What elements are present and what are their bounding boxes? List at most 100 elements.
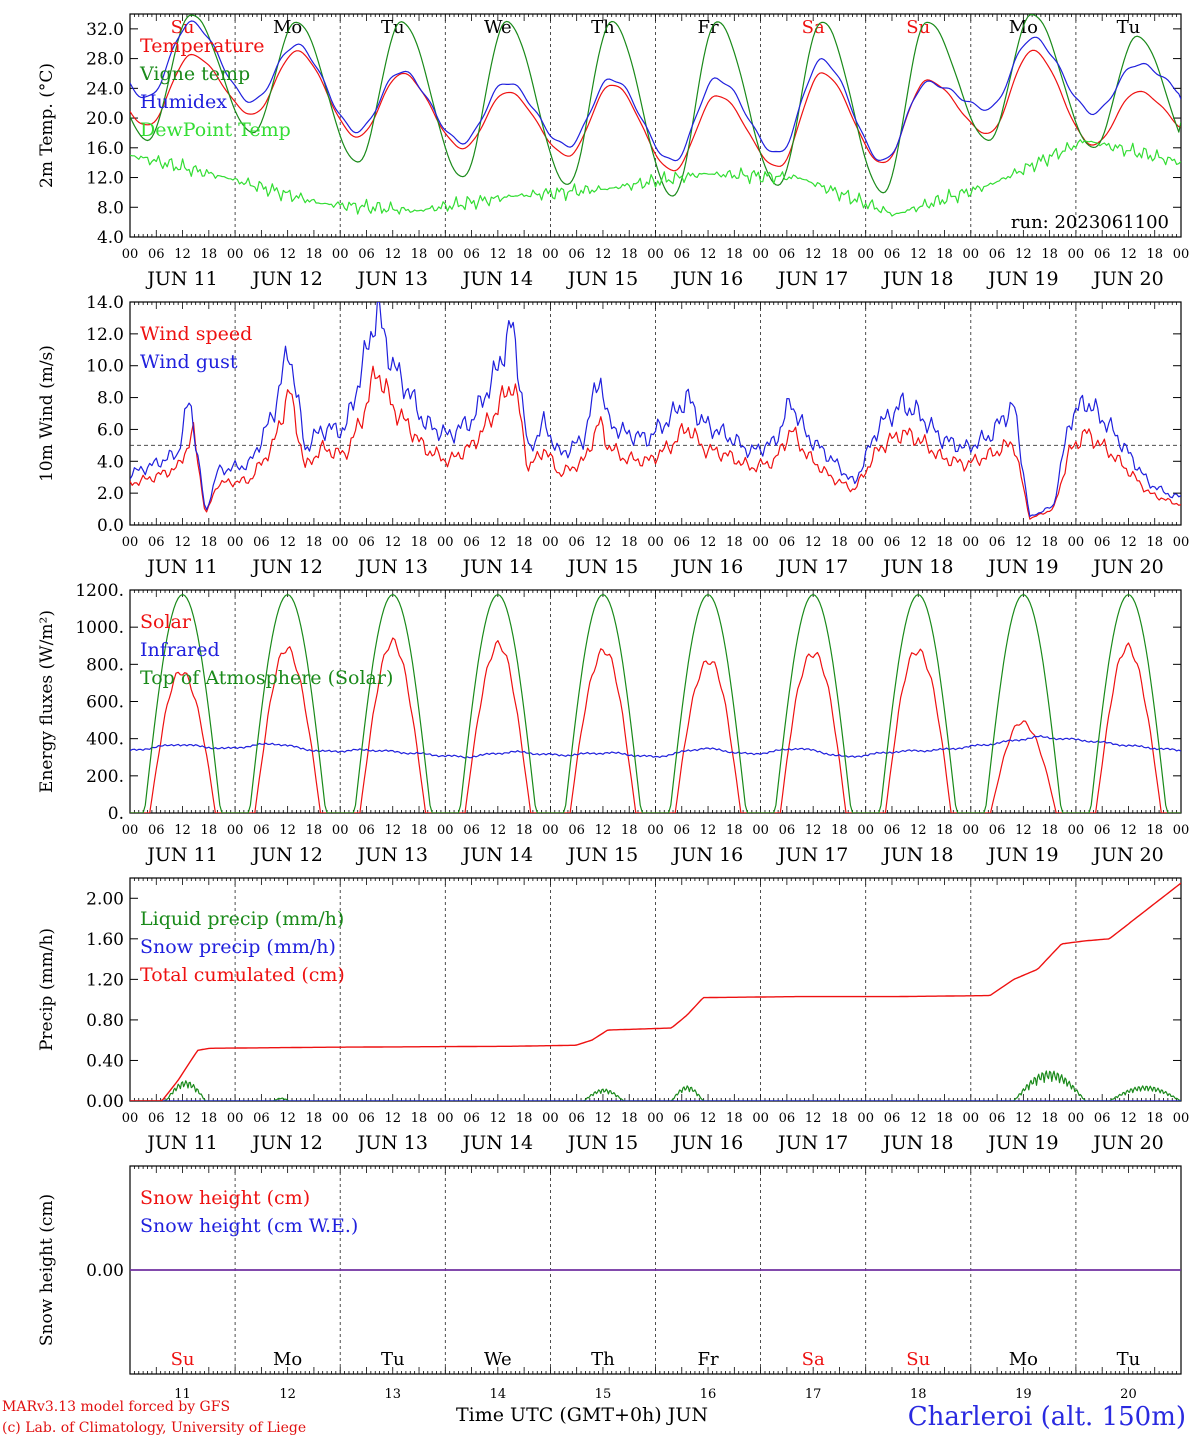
- weekday-label: Tu: [1117, 1349, 1141, 1370]
- day-number-label: 14: [490, 1387, 507, 1402]
- x-hour-label: 18: [621, 1111, 638, 1126]
- weekday-label: Th: [591, 1349, 615, 1370]
- x-hour-label: 00: [332, 823, 349, 838]
- x-hour-label: 00: [227, 247, 244, 262]
- weekday-label: Th: [591, 17, 615, 38]
- x-hour-label: 00: [1068, 823, 1085, 838]
- x-hour-label: 06: [884, 1111, 901, 1126]
- x-hour-label: 18: [201, 535, 218, 550]
- series-group: [130, 302, 1181, 520]
- x-day-label: JUN 12: [250, 268, 322, 290]
- x-day-label: JUN 16: [671, 556, 743, 578]
- x-hour-label: 12: [910, 247, 927, 262]
- x-hour-label: 06: [1094, 535, 1111, 550]
- series-line-red: [130, 49, 1181, 172]
- x-hour-label: 00: [752, 823, 769, 838]
- day-number-label: 16: [700, 1387, 717, 1402]
- y-tick-label: 1200.: [75, 581, 124, 601]
- x-hour-label: 06: [463, 1111, 480, 1126]
- x-hour-label: 06: [884, 247, 901, 262]
- x-day-label: JUN 14: [461, 268, 533, 290]
- weekday-label: Fr: [698, 17, 719, 38]
- x-hour-label: 12: [700, 535, 717, 550]
- x-hour-label: 06: [463, 823, 480, 838]
- x-hour-label: 06: [1094, 1111, 1111, 1126]
- x-hour-label: 00: [332, 247, 349, 262]
- x-hour-label: 18: [411, 823, 428, 838]
- x-hour-label: 00: [437, 1111, 454, 1126]
- x-hour-label: 06: [989, 535, 1006, 550]
- x-day-label: JUN 17: [776, 556, 848, 578]
- y-tick-label: 0.: [108, 804, 124, 824]
- series-line-green: [130, 14, 1181, 197]
- weekday-label: Su: [171, 1349, 195, 1370]
- y-tick-label: 200.: [86, 767, 124, 787]
- x-hour-label: 00: [752, 247, 769, 262]
- x-hour-label: 18: [621, 823, 638, 838]
- legend-label: Temperature: [140, 35, 264, 57]
- legend-label: Liquid precip (mm/h): [140, 908, 344, 930]
- legend-label: Total cumulated (cm): [140, 964, 345, 986]
- x-hour-label: 18: [726, 535, 743, 550]
- y-tick-label: 600.: [86, 693, 124, 713]
- legend-label: DewPoint Temp: [140, 119, 291, 141]
- x-hour-label: 00: [122, 247, 139, 262]
- x-hour-label: 18: [411, 535, 428, 550]
- x-hour-label: 00: [437, 823, 454, 838]
- x-hour-label: 00: [332, 1111, 349, 1126]
- y-axis-label: Energy fluxes (W/m²): [37, 610, 57, 793]
- series-line-red: [130, 365, 1181, 520]
- y-tick-label: 0.0: [97, 516, 124, 536]
- day-number-label: 12: [279, 1387, 296, 1402]
- y-tick-label: 24.0: [86, 79, 124, 99]
- x-hour-label: 18: [201, 247, 218, 262]
- y-tick-label: 8.0: [97, 198, 124, 218]
- x-hour-label: 00: [227, 823, 244, 838]
- x-hour-label: 18: [516, 823, 533, 838]
- series-line-green: [130, 593, 1181, 813]
- x-hour-label: 06: [253, 823, 270, 838]
- legend-label: Wind speed: [140, 323, 252, 345]
- x-hour-label: 18: [936, 1111, 953, 1126]
- x-hour-label: 06: [884, 535, 901, 550]
- x-hour-label: 12: [595, 247, 612, 262]
- x-hour-label: 00: [963, 535, 980, 550]
- x-hour-label: 00: [1068, 535, 1085, 550]
- legend-label: Snow precip (mm/h): [140, 936, 336, 958]
- y-tick-label: 4.0: [97, 228, 124, 248]
- legend-label: Snow height (cm W.E.): [140, 1215, 358, 1237]
- weekday-label: Sa: [802, 1349, 825, 1370]
- x-hour-label: 00: [647, 247, 664, 262]
- x-hour-label: 00: [1173, 247, 1190, 262]
- x-hour-label: 06: [1094, 823, 1111, 838]
- x-hour-label: 00: [647, 535, 664, 550]
- x-day-label: JUN 20: [1091, 844, 1163, 866]
- series-line-red: [130, 637, 1181, 813]
- x-day-label: JUN 18: [881, 844, 953, 866]
- x-day-label: JUN 16: [671, 1132, 743, 1154]
- x-hour-label: 18: [411, 1111, 428, 1126]
- y-tick-label: 1.60: [86, 930, 124, 950]
- x-hour-label: 06: [674, 247, 691, 262]
- x-day-label: JUN 13: [356, 1132, 428, 1154]
- y-tick-label: 0.00: [86, 1261, 124, 1281]
- x-day-label: JUN 20: [1091, 556, 1163, 578]
- x-hour-label: 12: [279, 1111, 296, 1126]
- x-day-label: JUN 13: [356, 556, 428, 578]
- x-hour-label: 18: [1146, 1111, 1163, 1126]
- x-day-label: JUN 12: [250, 556, 322, 578]
- x-day-label: JUN 15: [566, 844, 638, 866]
- weekday-label: We: [484, 17, 512, 38]
- x-day-label: JUN 20: [1091, 268, 1163, 290]
- x-day-label: JUN 19: [986, 844, 1058, 866]
- x-day-label: JUN 20: [1091, 1132, 1163, 1154]
- x-day-label: JUN 11: [145, 268, 217, 290]
- x-hour-label: 18: [516, 1111, 533, 1126]
- x-hour-label: 06: [253, 247, 270, 262]
- x-hour-label: 00: [122, 535, 139, 550]
- x-hour-label: 12: [700, 247, 717, 262]
- x-day-label: JUN 19: [986, 268, 1058, 290]
- x-day-label: JUN 19: [986, 556, 1058, 578]
- x-hour-label: 18: [1041, 247, 1058, 262]
- x-hour-label: 18: [831, 1111, 848, 1126]
